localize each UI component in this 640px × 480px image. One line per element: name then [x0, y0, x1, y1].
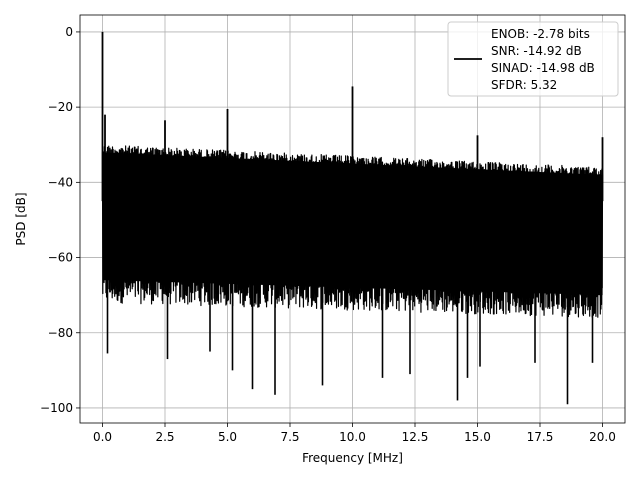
x-tick-label: 0.0 [93, 430, 112, 444]
x-tick-label: 20.0 [589, 430, 616, 444]
legend: ENOB: -2.78 bits SNR: -14.92 dB SINAD: -… [447, 21, 619, 97]
x-tick-label: 15.0 [464, 430, 491, 444]
x-tick-label: 2.5 [155, 430, 174, 444]
psd-series [101, 31, 604, 405]
y-tick-label: −80 [48, 326, 73, 340]
legend-line-sinad: SINAD: -14.98 dB [491, 61, 595, 75]
plot-area [101, 31, 604, 405]
legend-line-snr: SNR: -14.92 dB [491, 44, 582, 58]
y-axis-ticks: 0 −20 −40 −60 −80 −100 [40, 25, 80, 415]
x-axis-ticks: 0.0 2.5 5.0 7.5 10.0 12.5 15.0 17.5 20.0 [93, 423, 616, 444]
y-tick-label: −60 [48, 251, 73, 265]
x-tick-label: 7.5 [280, 430, 299, 444]
legend-line-sfdr: SFDR: 5.32 [491, 78, 557, 92]
legend-box [447, 21, 619, 97]
legend-line-enob: ENOB: -2.78 bits [491, 27, 590, 41]
x-tick-label: 12.5 [402, 430, 429, 444]
x-tick-label: 10.0 [339, 430, 366, 444]
y-tick-label: −20 [48, 100, 73, 114]
y-axis-label: PSD [dB] [14, 192, 28, 245]
x-axis-label: Frequency [MHz] [302, 451, 403, 465]
y-tick-label: −100 [40, 401, 73, 415]
y-tick-label: −40 [48, 175, 73, 189]
x-tick-label: 17.5 [527, 430, 554, 444]
x-tick-label: 5.0 [218, 430, 237, 444]
y-tick-label: 0 [65, 25, 73, 39]
